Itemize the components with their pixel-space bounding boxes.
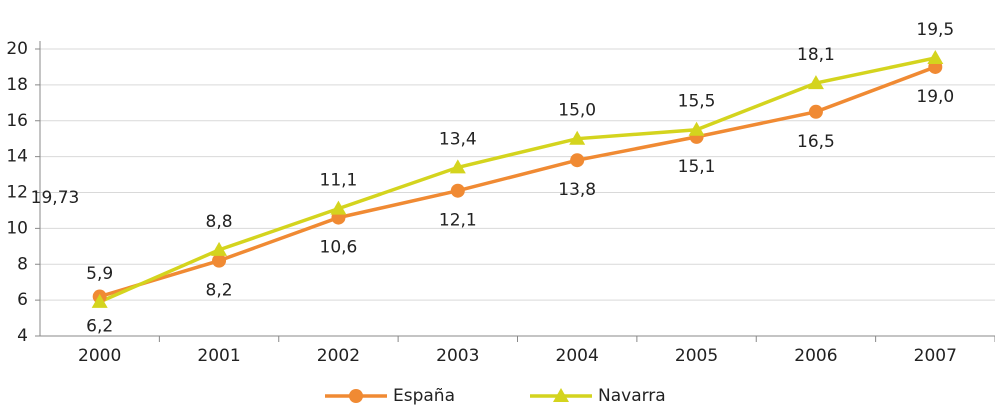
y-tick-label: 20: [6, 39, 28, 59]
legend-label: Navarra: [598, 386, 666, 405]
data-label: 19,5: [916, 20, 954, 40]
data-point: [808, 104, 823, 119]
series-line: [98, 56, 936, 304]
data-label: 6,2: [86, 317, 113, 337]
data-point: [211, 241, 228, 256]
data-point: [450, 183, 465, 198]
data-label: 15,0: [558, 101, 596, 121]
data-label: 16,5: [797, 132, 835, 152]
data-point: [569, 130, 586, 145]
data-label: 11,1: [320, 171, 358, 191]
x-tick-label: 2004: [556, 346, 599, 366]
x-tick-label: 2006: [794, 346, 837, 366]
data-label: 13,4: [439, 129, 477, 149]
annotation: 19,73: [31, 188, 80, 208]
data-point: [807, 75, 824, 90]
x-tick-label: 2003: [436, 346, 479, 366]
data-point: [449, 159, 466, 174]
series-line: [99, 65, 936, 299]
y-tick-label: 8: [17, 254, 28, 274]
data-label: 10,6: [320, 238, 358, 258]
data-point: [570, 153, 585, 168]
x-tick-label: 2002: [317, 346, 360, 366]
y-tick-label: 6: [17, 290, 28, 310]
y-tick-label: 14: [6, 147, 28, 167]
data-label: 13,8: [558, 180, 596, 200]
x-tick-label: 2001: [197, 346, 240, 366]
x-tick-label: 2007: [914, 346, 957, 366]
data-point: [91, 293, 108, 308]
data-label: 18,1: [797, 45, 835, 65]
data-label: 15,5: [678, 92, 716, 112]
data-point: [212, 253, 227, 268]
legend-label: España: [393, 386, 455, 405]
y-tick-label: 12: [6, 183, 28, 203]
data-point: [330, 200, 347, 215]
y-tick-label: 10: [6, 218, 28, 238]
data-label: 15,1: [678, 157, 716, 177]
data-label: 8,8: [206, 212, 233, 232]
data-label: 12,1: [439, 211, 477, 231]
data-point: [688, 121, 705, 136]
legend-marker: [553, 388, 569, 402]
data-label: 8,2: [206, 281, 233, 301]
x-tick-label: 2000: [78, 346, 121, 366]
data-label: 19,0: [916, 87, 954, 107]
data-point: [927, 49, 944, 64]
x-tick-label: 2005: [675, 346, 718, 366]
data-label: 5,9: [86, 264, 113, 284]
y-tick-label: 18: [6, 75, 28, 95]
y-tick-label: 4: [17, 326, 28, 346]
y-tick-label: 16: [6, 111, 28, 131]
legend-marker: [349, 389, 363, 403]
